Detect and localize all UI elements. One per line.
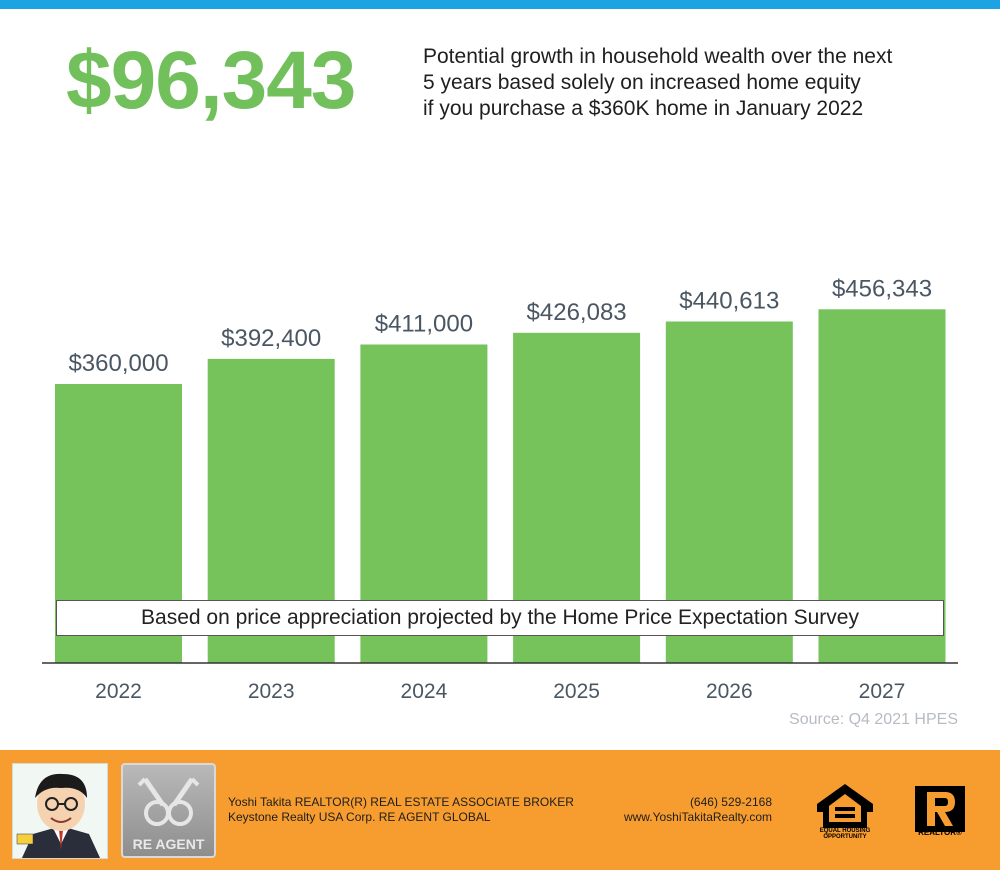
agent-info: Yoshi Takita REALTOR(R) REAL ESTATE ASSO… bbox=[228, 795, 574, 825]
agent-phone: (646) 529-2168 bbox=[689, 795, 772, 809]
agent-website[interactable]: www.YoshiTakitaRealty.com bbox=[623, 810, 772, 824]
value-label-group: $360,000 $392,400 $411,000 $426,083 $440,613… bbox=[68, 275, 932, 377]
realtor-icon bbox=[915, 786, 965, 832]
source-caption: Source: Q4 2021 HPES bbox=[789, 711, 958, 728]
caricature-image bbox=[13, 764, 107, 858]
agent-company-line: Keystone Realty USA Corp. RE AGENT GLOBA… bbox=[228, 810, 491, 824]
value-label-2026: $440,613 bbox=[679, 288, 779, 315]
value-label-2025: $426,083 bbox=[527, 299, 627, 326]
top-accent-bar bbox=[0, 0, 1000, 9]
subtitle: Potential growth in household wealth ove… bbox=[423, 44, 963, 122]
keys-icon bbox=[137, 777, 200, 826]
x-tick-2026: 2026 bbox=[706, 680, 753, 703]
realtor-label: REALTOR® bbox=[918, 828, 962, 837]
agent-footer: RE AGENT Yoshi Takita REALTOR(R) REAL ES… bbox=[0, 750, 1000, 870]
equal-housing-label: EQUAL HOUSING OPPORTUNITY bbox=[819, 828, 871, 840]
subtitle-line-1: Potential growth in household wealth ove… bbox=[423, 45, 893, 68]
re-agent-logo: RE AGENT bbox=[121, 763, 216, 858]
equal-housing-icon bbox=[817, 784, 873, 828]
x-tick-2022: 2022 bbox=[95, 680, 142, 703]
methodology-note: Based on price appreciation projected by… bbox=[56, 600, 944, 636]
re-agent-label: RE AGENT bbox=[132, 836, 205, 852]
x-tick-2024: 2024 bbox=[401, 680, 448, 703]
agent-name-line: Yoshi Takita REALTOR(R) REAL ESTATE ASSO… bbox=[228, 795, 574, 809]
subtitle-line-3: if you purchase a $360K home in January … bbox=[423, 97, 864, 120]
value-label-2023: $392,400 bbox=[221, 325, 321, 352]
agent-contact: (646) 529-2168 www.YoshiTakitaRealty.com bbox=[624, 795, 772, 825]
x-tick-2025: 2025 bbox=[553, 680, 600, 703]
agent-avatar bbox=[12, 763, 108, 859]
subtitle-line-2: 5 years based solely on increased home e… bbox=[423, 71, 861, 94]
value-label-2022: $360,000 bbox=[68, 350, 168, 377]
x-tick-group: 2022 2023 2024 2025 2026 2027 bbox=[95, 680, 905, 703]
headline-amount: $96,343 bbox=[66, 35, 356, 126]
value-label-2027: $456,343 bbox=[832, 275, 932, 302]
x-tick-2023: 2023 bbox=[248, 680, 295, 703]
value-label-2024: $411,000 bbox=[375, 311, 473, 338]
x-tick-2027: 2027 bbox=[859, 680, 906, 703]
